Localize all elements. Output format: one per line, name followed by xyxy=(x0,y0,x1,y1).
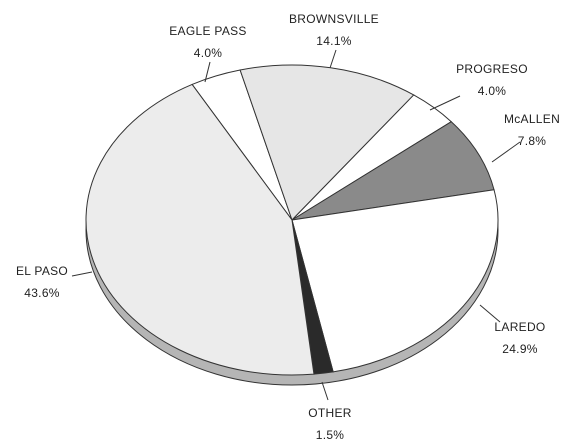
value-label: 24.9% xyxy=(502,342,538,356)
pie-slice xyxy=(291,121,495,221)
slice-label: LAREDO xyxy=(494,320,545,334)
slice-label: OTHER xyxy=(308,406,352,420)
value-label: 7.8% xyxy=(518,134,547,148)
leader-line xyxy=(429,95,461,111)
value-label: 4.0% xyxy=(478,84,507,98)
value-label: 1.5% xyxy=(316,428,345,442)
leader-line xyxy=(71,271,93,277)
value-label: 43.6% xyxy=(24,286,60,300)
leader-line xyxy=(479,304,501,323)
slice-label: BROWNSVILLE xyxy=(289,12,379,26)
pie-slice xyxy=(85,83,315,376)
slice-label: PROGRESO xyxy=(456,62,528,76)
value-label: 4.0% xyxy=(194,46,223,60)
value-label: 14.1% xyxy=(316,34,352,48)
slice-label: EL PASO xyxy=(16,264,68,278)
slice-label: McALLEN xyxy=(504,112,560,126)
pie-slice xyxy=(239,64,415,221)
leader-line xyxy=(321,381,329,401)
leader-line xyxy=(491,141,521,163)
pie-slice xyxy=(291,189,499,373)
slice-label: EAGLE PASS xyxy=(169,24,246,38)
leader-line xyxy=(329,49,337,69)
leader-line xyxy=(204,61,211,83)
